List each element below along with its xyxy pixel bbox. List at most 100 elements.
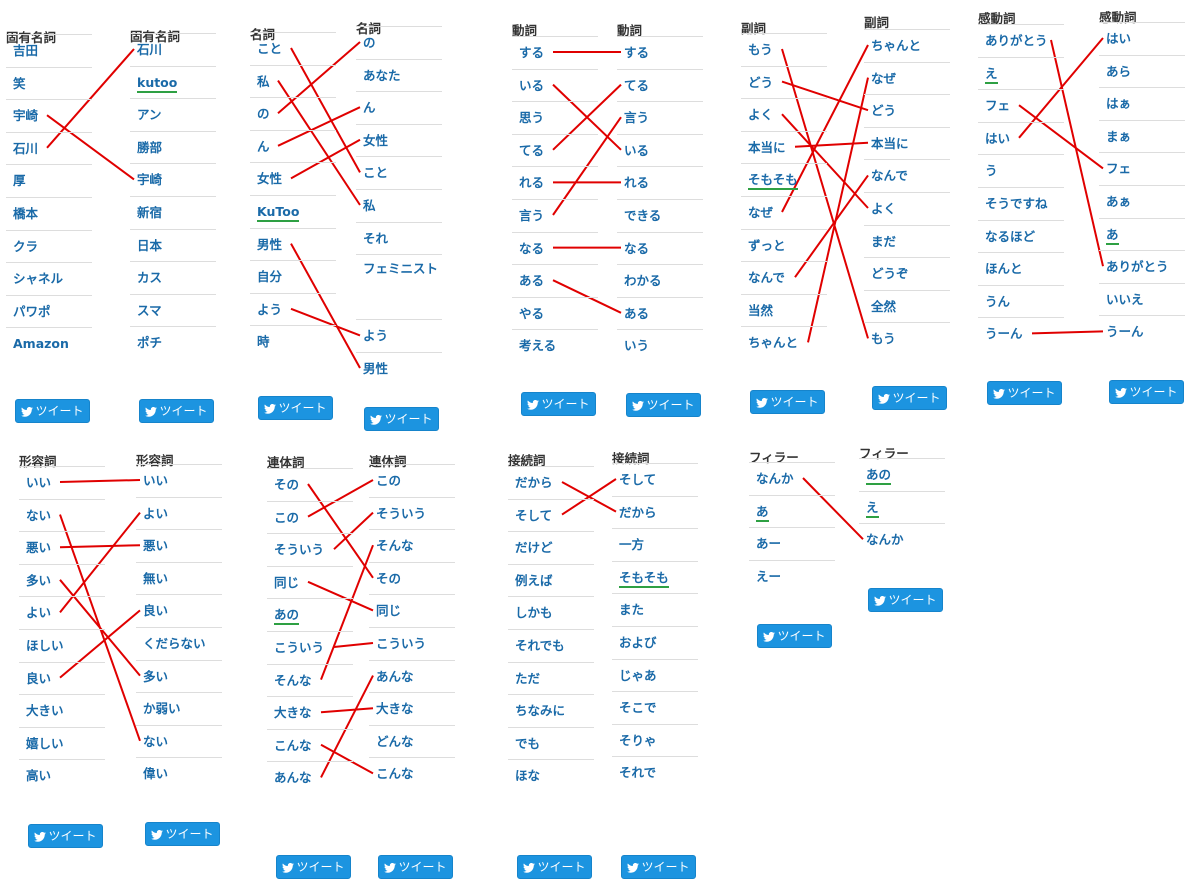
word-link[interactable]: なんで — [871, 168, 908, 184]
word-link[interactable]: ちなみに — [515, 703, 566, 719]
word-link[interactable]: なる — [624, 240, 650, 256]
word-link[interactable]: はい — [985, 130, 1011, 146]
word-link[interactable]: 女性 — [257, 171, 283, 187]
word-link[interactable]: くだらない — [143, 636, 206, 651]
word-link[interactable]: ポチ — [137, 335, 163, 351]
word-link[interactable]: なるほど — [985, 228, 1036, 244]
word-link[interactable]: なぜ — [871, 70, 897, 86]
word-link[interactable]: 私 — [363, 198, 376, 213]
word-link[interactable]: 厚 — [13, 173, 26, 189]
word-link[interactable]: そこで — [619, 700, 657, 716]
word-link[interactable]: てる — [624, 77, 650, 93]
word-link[interactable]: Amazon — [13, 336, 69, 352]
word-link[interactable]: よい — [26, 605, 52, 621]
word-link[interactable]: あの — [274, 608, 300, 626]
word-link[interactable]: よう — [363, 328, 389, 344]
word-link[interactable]: 多い — [143, 668, 169, 684]
word-link[interactable]: 良い — [26, 670, 52, 686]
word-link[interactable]: だから — [619, 504, 657, 520]
word-link[interactable]: いう — [624, 338, 650, 354]
adnominal-right-tweet-button[interactable]: ツイート — [378, 855, 453, 879]
adjective-right-tweet-button[interactable]: ツイート — [145, 822, 220, 846]
word-link[interactable]: そういう — [376, 505, 427, 521]
word-link[interactable]: フェ — [985, 98, 1011, 114]
word-link[interactable]: 大きな — [274, 705, 312, 721]
word-link[interactable]: 石川 — [13, 140, 39, 156]
word-link[interactable]: 全然 — [871, 298, 897, 314]
word-link[interactable]: ほな — [515, 768, 541, 784]
word-link[interactable]: やる — [519, 305, 545, 321]
word-link[interactable]: うーん — [985, 326, 1023, 342]
word-link[interactable]: フェミニスト — [363, 261, 439, 277]
word-link[interactable]: ある — [624, 305, 650, 321]
word-link[interactable]: 新宿 — [137, 205, 163, 220]
word-link[interactable]: 女性 — [363, 132, 389, 148]
word-link[interactable]: ない — [143, 733, 169, 749]
word-link[interactable]: ただ — [515, 670, 541, 686]
word-link[interactable]: どう — [871, 103, 897, 119]
word-link[interactable]: それでも — [515, 638, 565, 653]
word-link[interactable]: いる — [624, 142, 650, 158]
word-link[interactable]: そんな — [376, 538, 414, 554]
word-link[interactable]: の — [257, 106, 270, 122]
word-link[interactable]: よう — [257, 301, 283, 317]
word-link[interactable]: ありがとう — [1106, 259, 1169, 275]
word-link[interactable]: こういう — [376, 636, 427, 651]
word-link[interactable]: 大きい — [26, 703, 64, 719]
word-link[interactable]: する — [624, 45, 650, 60]
word-link[interactable]: じゃあ — [619, 667, 657, 683]
word-link[interactable]: あなた — [363, 67, 401, 83]
word-link[interactable]: スマ — [137, 302, 162, 318]
word-link[interactable]: 高い — [26, 768, 52, 784]
word-link[interactable]: れる — [519, 175, 545, 191]
word-link[interactable]: 考える — [519, 338, 557, 354]
word-link[interactable]: え — [985, 66, 998, 84]
word-link[interactable]: うーん — [1106, 324, 1144, 340]
word-link[interactable]: kutoo — [137, 75, 178, 93]
word-link[interactable]: てる — [519, 142, 545, 158]
adjective-left-tweet-button[interactable]: ツイート — [28, 824, 103, 848]
word-link[interactable]: 言う — [519, 208, 545, 223]
word-link[interactable]: 宇崎 — [13, 108, 39, 124]
verb-right-tweet-button[interactable]: ツイート — [626, 393, 701, 417]
word-link[interactable]: この — [274, 509, 300, 525]
word-link[interactable]: KuToo — [257, 205, 300, 222]
word-link[interactable]: そうですね — [985, 196, 1048, 211]
word-link[interactable]: そういう — [274, 542, 325, 558]
word-link[interactable]: はぁ — [1106, 96, 1132, 112]
word-link[interactable]: あんな — [274, 770, 312, 786]
word-link[interactable]: 良い — [143, 603, 169, 619]
interjection-right-tweet-button[interactable]: ツイート — [1109, 380, 1184, 404]
verb-left-tweet-button[interactable]: ツイート — [521, 392, 596, 416]
word-link[interactable]: クラ — [13, 238, 39, 254]
word-link[interactable]: だから — [515, 475, 553, 490]
word-link[interactable]: 言う — [624, 110, 650, 126]
conjunction-right-tweet-button[interactable]: ツイート — [621, 855, 696, 879]
word-link[interactable]: および — [619, 635, 657, 650]
word-link[interactable]: いる — [519, 77, 545, 93]
word-link[interactable]: 悪い — [143, 538, 169, 554]
word-link[interactable]: ほしい — [26, 638, 64, 653]
word-link[interactable]: よく — [748, 107, 774, 123]
word-link[interactable]: 偉い — [143, 766, 169, 782]
word-link[interactable]: あの — [866, 468, 892, 485]
word-link[interactable]: いいえ — [1106, 291, 1144, 307]
word-link[interactable]: ほんと — [985, 261, 1023, 277]
adverb-right-tweet-button[interactable]: ツイート — [872, 386, 947, 410]
word-link[interactable]: 多い — [26, 572, 52, 588]
proper-noun-right-tweet-button[interactable]: ツイート — [139, 399, 214, 423]
word-link[interactable]: いい — [26, 475, 52, 490]
word-link[interactable]: なんで — [748, 270, 785, 286]
word-link[interactable]: なる — [519, 240, 545, 256]
word-link[interactable]: 思う — [519, 110, 545, 126]
word-link[interactable]: あ — [1106, 227, 1119, 245]
word-link[interactable]: フェ — [1106, 161, 1132, 177]
word-link[interactable]: その — [376, 570, 402, 586]
word-link[interactable]: えー — [756, 568, 782, 584]
word-link[interactable]: あ — [756, 504, 769, 522]
word-link[interactable]: ちゃんと — [748, 335, 799, 351]
word-link[interactable]: 嬉しい — [26, 735, 64, 751]
word-link[interactable]: あら — [1106, 63, 1132, 79]
word-link[interactable]: 日本 — [137, 237, 163, 253]
adnominal-left-tweet-button[interactable]: ツイート — [276, 855, 351, 879]
